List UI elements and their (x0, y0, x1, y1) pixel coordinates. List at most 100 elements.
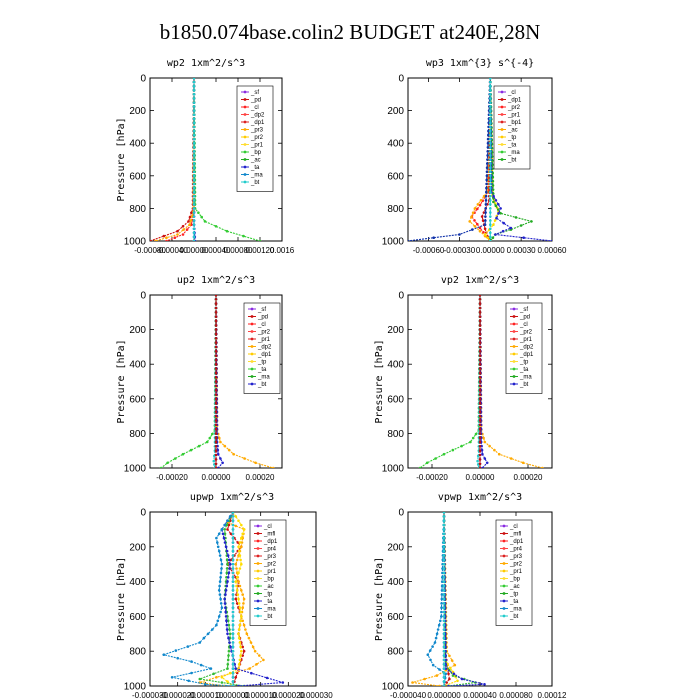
series-point-pr2 (471, 211, 475, 214)
series-point-cl (478, 328, 482, 331)
series-point-bt (231, 576, 235, 579)
series-point-cl (214, 406, 218, 409)
series-line-ta (408, 78, 491, 241)
series-point-bt (442, 597, 446, 601)
series-point-bt (192, 239, 196, 241)
series-point-ta (218, 580, 222, 583)
series-point-bt (489, 162, 492, 165)
series-point-bt (231, 545, 235, 549)
x-tick-label: -0.00020 (416, 473, 448, 482)
series-line-pr3 (412, 512, 456, 686)
series-point-tp (447, 684, 450, 686)
series-point-tp (226, 576, 230, 579)
legend-entry: _pd (519, 315, 530, 321)
series-point-ta (215, 623, 218, 627)
series-point-cl (478, 414, 482, 418)
series-point-ma (212, 459, 216, 463)
series-point-bt (192, 129, 196, 133)
series-point-tp (226, 554, 230, 557)
legend-marker (256, 554, 260, 558)
series-point-bt (489, 88, 492, 92)
series-point-bt (489, 78, 492, 80)
series-point-tp (234, 667, 238, 670)
series-point-cl (214, 367, 218, 370)
series-point-cl (478, 306, 482, 310)
series-point-pr3 (165, 236, 168, 239)
series-point-bt (231, 536, 235, 540)
series-point-ta (486, 154, 489, 157)
series-point-dp1 (229, 532, 233, 536)
series-point-pr3 (241, 619, 244, 623)
series-point-bt (192, 105, 196, 108)
series-point-bt (231, 615, 235, 618)
legend-entry: _tp (257, 360, 267, 366)
series-point-pr3 (247, 636, 251, 640)
series-point-ac (228, 628, 231, 631)
series-point-ta (174, 649, 178, 652)
series-point-pr1 (189, 448, 193, 452)
legend-entry: _ma (263, 607, 276, 613)
x-tick-label: -0.00080 (134, 246, 166, 255)
series-point-cl (214, 445, 218, 448)
series-point-cl (473, 219, 476, 222)
series-point-bt (442, 541, 446, 544)
series-point-dp1 (481, 219, 485, 222)
series-point-cl (214, 380, 218, 383)
legend-marker (500, 90, 504, 94)
series-point-bt (489, 239, 492, 241)
series-point-bt (489, 170, 492, 173)
legend-marker (250, 337, 254, 341)
series-point-bt (489, 235, 492, 239)
legend-marker (502, 539, 506, 543)
series-point-tp (225, 549, 229, 553)
x-tick-label: -0.000040 (390, 691, 427, 700)
series-point-bt (442, 632, 446, 636)
series-point-ta (440, 606, 443, 609)
legend-entry: _pr2 (250, 135, 264, 141)
legend-marker (512, 382, 516, 386)
series-point-bt (489, 223, 492, 226)
legend-entry: _ta (519, 367, 529, 373)
series-point-pr1 (492, 223, 495, 226)
series-point-cl (478, 319, 482, 323)
series-point-bt (192, 93, 196, 96)
series-point-bt (489, 219, 492, 222)
series-point-bt (231, 610, 235, 614)
series-point-bt (231, 597, 235, 601)
series-point-tp (222, 536, 226, 540)
series-point-ta (440, 615, 443, 618)
series-point-pr3 (240, 589, 243, 592)
legend-marker (512, 307, 516, 311)
panel-title: wp2 1xm^2/s^3 (167, 58, 245, 69)
plot-frame (407, 77, 553, 242)
series-point-pr1 (238, 541, 242, 544)
series-point-bt (442, 636, 446, 640)
series-point-tp (224, 593, 227, 596)
series-point-bt (489, 231, 492, 235)
series-point-cl (214, 427, 218, 431)
y-tick-label: 400 (387, 360, 404, 371)
series-point-bt (231, 632, 235, 636)
series-point-bt (442, 663, 446, 666)
series-group (159, 295, 275, 468)
series-point-pr1 (451, 448, 455, 452)
series-group (150, 78, 262, 241)
series-point-pr3 (450, 659, 454, 662)
series-point-pr1 (200, 215, 203, 219)
series-point-cl (478, 423, 482, 427)
series-point-bt (442, 606, 446, 609)
legend-entry: _ma (509, 607, 522, 613)
series-point-tp (522, 236, 525, 239)
legend-entry: _bp1 (507, 120, 522, 126)
series-point-bt (192, 223, 196, 226)
series-point-bt (231, 512, 235, 514)
series-point-bt (192, 141, 196, 145)
legend-marker (243, 158, 247, 161)
series-point-bt (231, 667, 235, 670)
series-point-ac (226, 562, 229, 566)
series-point-ta (439, 619, 442, 623)
series-point-ta (440, 602, 443, 605)
x-tick-label: 0.000010 (244, 691, 278, 700)
series-point-ta (436, 628, 440, 631)
x-tick-label: 0.00000 (180, 246, 209, 255)
